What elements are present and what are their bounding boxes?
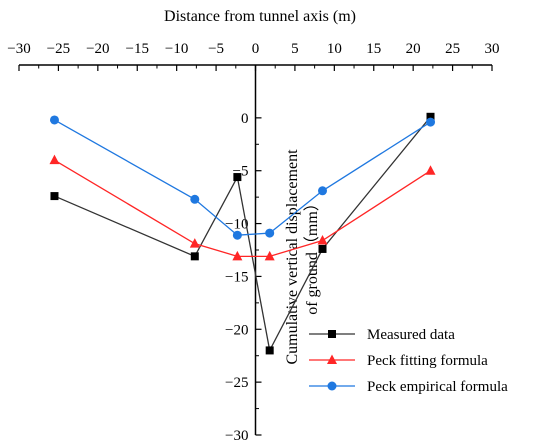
legend-marker-peck-fitting-formula <box>309 354 355 364</box>
x-tick-label: 25 <box>445 41 460 57</box>
point-peck-fitting-formula <box>189 238 200 248</box>
y-tick-label: −25 <box>225 375 248 391</box>
point-peck-fitting-formula <box>317 234 328 245</box>
x-tick-label: −10 <box>165 41 188 57</box>
legend-symbol-peck-fitting-formula <box>327 354 337 364</box>
series-line-peck-fitting-formula <box>54 159 431 257</box>
x-tick-label: 15 <box>366 41 381 57</box>
y-axis-title: Cumulative vertical displacement of grou… <box>284 145 321 364</box>
y-tick-label: −10 <box>225 217 248 233</box>
legend-label-peck-empirical-formula: Peck empirical formula <box>367 379 508 395</box>
x-axis-title: Distance from tunnel axis (m) <box>164 8 356 25</box>
point-peck-empirical-formula <box>49 115 59 125</box>
legend-marker-measured-data <box>309 330 355 338</box>
point-measured-data <box>50 192 59 201</box>
x-tick-label: −15 <box>126 41 149 57</box>
x-tick-label: 10 <box>327 41 342 57</box>
legend-entry-peck-empirical-formula: Peck empirical formula <box>309 379 508 395</box>
point-peck-empirical-formula <box>190 194 200 204</box>
legend-entry-measured-data: Measured data <box>309 327 455 343</box>
legend-marker-peck-empirical-formula <box>309 381 355 391</box>
axes: −30 −25 −20 −15 −10 −5 0 5 10 15 20 25 300−5−10−15−2… <box>7 41 499 444</box>
point-peck-fitting-formula <box>425 165 436 175</box>
point-measured-data <box>265 346 274 355</box>
legend-label-peck-fitting-formula: Peck fitting formula <box>367 353 488 369</box>
x-tick-label: −25 <box>47 41 70 57</box>
legend-symbol-measured-data <box>328 330 336 338</box>
point-measured-data <box>318 244 327 253</box>
point-measured-data <box>190 252 199 261</box>
legend: Measured data Peck fitting formula Peck … <box>309 327 508 395</box>
x-tick-label: 5 <box>291 41 299 57</box>
point-measured-data <box>426 112 435 121</box>
y-axis-title-line-1: Cumulative vertical displacement <box>284 149 301 365</box>
x-tick-label: −20 <box>86 41 109 57</box>
y-tick-label: 0 <box>241 111 249 127</box>
legend-label-measured-data: Measured data <box>367 327 455 343</box>
y-axis-title-line-2: of ground（mm） <box>303 195 321 315</box>
point-peck-empirical-formula <box>265 228 275 238</box>
point-measured-data <box>233 173 242 182</box>
point-peck-fitting-formula <box>264 250 275 261</box>
y-tick-label: −20 <box>225 322 248 338</box>
point-peck-empirical-formula <box>232 230 242 240</box>
x-tick-label: −30 <box>7 41 30 57</box>
y-tick-label: −15 <box>225 269 248 285</box>
x-tick-label: 30 <box>485 41 500 57</box>
series-line-peck-empirical-formula <box>54 119 431 236</box>
y-tick-label: −30 <box>225 428 248 444</box>
series-line-measured-data <box>54 116 432 353</box>
x-tick-label: 20 <box>406 41 421 57</box>
point-peck-empirical-formula <box>426 117 436 127</box>
point-peck-fitting-formula <box>232 250 243 261</box>
x-tick-label: 0 <box>252 41 260 57</box>
point-peck-empirical-formula <box>318 186 328 196</box>
legend-entry-peck-fitting-formula: Peck fitting formula <box>309 353 488 369</box>
legend-symbol-peck-empirical-formula <box>327 381 337 391</box>
x-tick-label: −5 <box>208 41 224 57</box>
point-peck-fitting-formula <box>49 154 60 165</box>
series-markers <box>49 112 436 355</box>
series-lines <box>54 116 432 353</box>
